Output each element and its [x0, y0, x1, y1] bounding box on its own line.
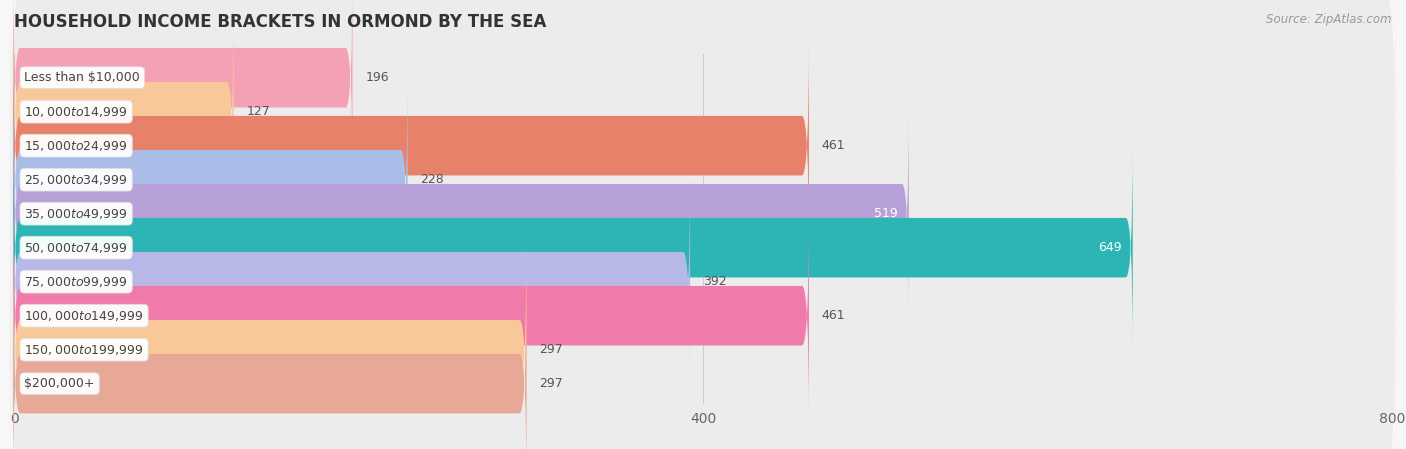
Text: 461: 461 — [823, 139, 845, 152]
Text: $150,000 to $199,999: $150,000 to $199,999 — [24, 343, 143, 357]
Text: 297: 297 — [540, 377, 564, 390]
Text: 649: 649 — [1098, 241, 1122, 254]
FancyBboxPatch shape — [13, 243, 526, 449]
Text: 297: 297 — [540, 343, 564, 356]
FancyBboxPatch shape — [11, 260, 1395, 439]
FancyBboxPatch shape — [13, 107, 908, 320]
Text: 127: 127 — [246, 105, 270, 118]
FancyBboxPatch shape — [13, 141, 1133, 354]
Text: 461: 461 — [823, 309, 845, 322]
FancyBboxPatch shape — [13, 40, 808, 252]
FancyBboxPatch shape — [11, 0, 1395, 167]
FancyBboxPatch shape — [13, 74, 408, 286]
Text: $35,000 to $49,999: $35,000 to $49,999 — [24, 207, 128, 221]
FancyBboxPatch shape — [13, 209, 808, 422]
Text: $15,000 to $24,999: $15,000 to $24,999 — [24, 139, 128, 153]
Text: 392: 392 — [703, 275, 727, 288]
FancyBboxPatch shape — [11, 226, 1395, 405]
FancyBboxPatch shape — [11, 57, 1395, 235]
Text: 519: 519 — [875, 207, 897, 220]
Text: $50,000 to $74,999: $50,000 to $74,999 — [24, 241, 128, 255]
Text: $200,000+: $200,000+ — [24, 377, 94, 390]
Text: 228: 228 — [420, 173, 444, 186]
Text: 196: 196 — [366, 71, 389, 84]
FancyBboxPatch shape — [11, 158, 1395, 337]
Text: $25,000 to $34,999: $25,000 to $34,999 — [24, 173, 128, 187]
Text: $10,000 to $14,999: $10,000 to $14,999 — [24, 105, 128, 119]
FancyBboxPatch shape — [11, 22, 1395, 201]
FancyBboxPatch shape — [13, 277, 526, 449]
FancyBboxPatch shape — [13, 176, 690, 388]
FancyBboxPatch shape — [11, 90, 1395, 269]
Text: $100,000 to $149,999: $100,000 to $149,999 — [24, 309, 143, 323]
FancyBboxPatch shape — [13, 0, 353, 184]
Text: HOUSEHOLD INCOME BRACKETS IN ORMOND BY THE SEA: HOUSEHOLD INCOME BRACKETS IN ORMOND BY T… — [14, 13, 547, 31]
FancyBboxPatch shape — [13, 5, 233, 218]
FancyBboxPatch shape — [11, 295, 1395, 449]
Text: $75,000 to $99,999: $75,000 to $99,999 — [24, 275, 128, 289]
FancyBboxPatch shape — [11, 193, 1395, 371]
Text: Less than $10,000: Less than $10,000 — [24, 71, 141, 84]
FancyBboxPatch shape — [11, 124, 1395, 303]
Text: Source: ZipAtlas.com: Source: ZipAtlas.com — [1267, 13, 1392, 26]
